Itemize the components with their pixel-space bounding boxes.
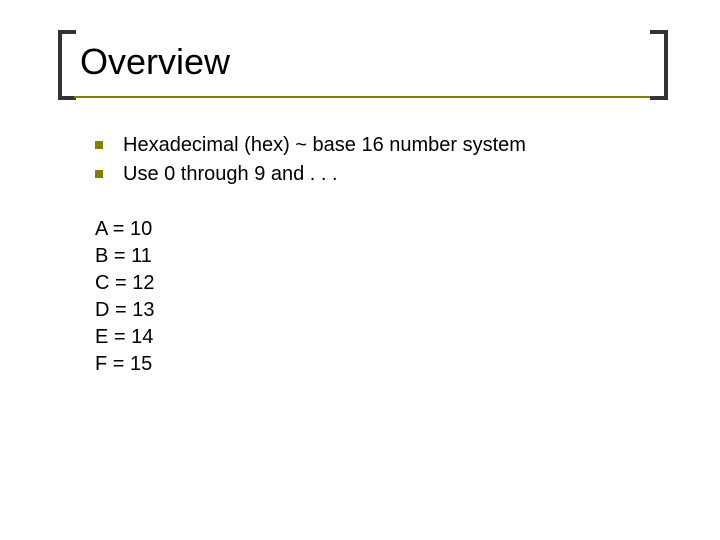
- square-bullet-icon: [95, 170, 103, 178]
- hex-value-row: A = 10: [95, 216, 655, 243]
- left-bracket-icon: [58, 30, 76, 100]
- hex-value-row: D = 13: [95, 297, 655, 324]
- hex-value-list: A = 10B = 11C = 12D = 13E = 14F = 15: [95, 216, 655, 378]
- slide: { "title": "Overview", "colors": { "brac…: [0, 0, 720, 540]
- bullet-text: Hexadecimal (hex) ~ base 16 number syste…: [123, 132, 655, 159]
- bullet-text: Use 0 through 9 and . . .: [123, 161, 655, 188]
- hex-value-row: E = 14: [95, 324, 655, 351]
- bullet-item: Hexadecimal (hex) ~ base 16 number syste…: [95, 132, 655, 159]
- slide-title: Overview: [80, 42, 230, 82]
- bullet-list: Hexadecimal (hex) ~ base 16 number syste…: [95, 132, 655, 188]
- hex-value-row: B = 11: [95, 243, 655, 270]
- hex-value-row: C = 12: [95, 270, 655, 297]
- slide-body: Hexadecimal (hex) ~ base 16 number syste…: [95, 132, 655, 378]
- hex-value-row: F = 15: [95, 351, 655, 378]
- right-bracket-icon: [650, 30, 668, 100]
- title-underline: [74, 96, 652, 98]
- title-container: Overview: [58, 30, 668, 100]
- bullet-item: Use 0 through 9 and . . .: [95, 161, 655, 188]
- square-bullet-icon: [95, 141, 103, 149]
